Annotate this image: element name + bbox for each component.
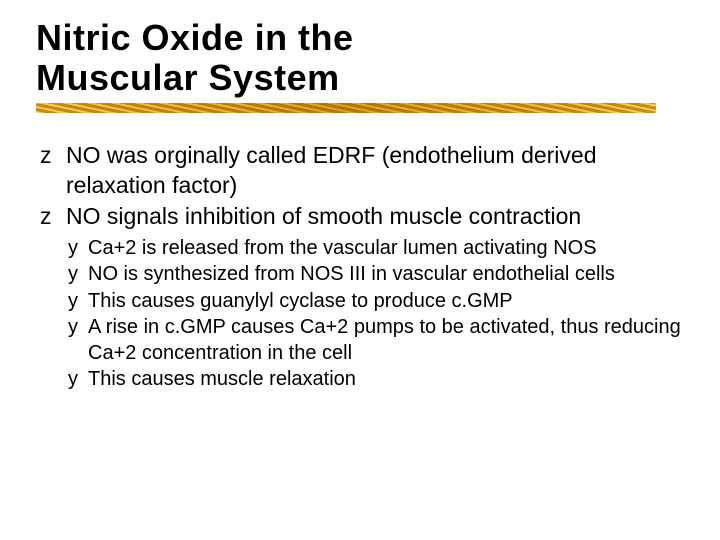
bullet-list-level1: NO was orginally called EDRF (endotheliu… [36,141,684,393]
slide-title: Nitric Oxide in the Muscular System [36,18,684,97]
bullet-text: NO signals inhibition of smooth muscle c… [66,203,581,229]
bullet-text: NO is synthesized from NOS III in vascul… [88,263,615,285]
bullet-text: NO was orginally called EDRF (endotheliu… [66,142,597,197]
list-item: NO is synthesized from NOS III in vascul… [66,262,684,288]
bullet-text: This causes guanylyl cyclase to produce … [88,290,513,312]
list-item: NO was orginally called EDRF (endotheliu… [36,141,684,200]
bullet-text: Ca+2 is released from the vascular lumen… [88,237,597,259]
list-item: Ca+2 is released from the vascular lumen… [66,236,684,262]
title-underline [36,103,656,113]
bullet-list-level2: Ca+2 is released from the vascular lumen… [66,236,684,394]
list-item: This causes muscle relaxation [66,367,684,393]
title-line-1: Nitric Oxide in the [36,17,354,58]
list-item: This causes guanylyl cyclase to produce … [66,289,684,315]
title-line-2: Muscular System [36,57,340,98]
bullet-text: A rise in c.GMP causes Ca+2 pumps to be … [88,316,681,364]
list-item: A rise in c.GMP causes Ca+2 pumps to be … [66,315,684,366]
slide: Nitric Oxide in the Muscular System NO w… [0,0,720,540]
bullet-text: This causes muscle relaxation [88,368,356,390]
list-item: NO signals inhibition of smooth muscle c… [36,202,684,393]
